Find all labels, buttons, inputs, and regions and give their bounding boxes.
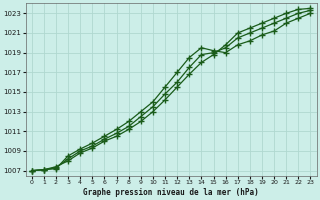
X-axis label: Graphe pression niveau de la mer (hPa): Graphe pression niveau de la mer (hPa) <box>83 188 259 197</box>
